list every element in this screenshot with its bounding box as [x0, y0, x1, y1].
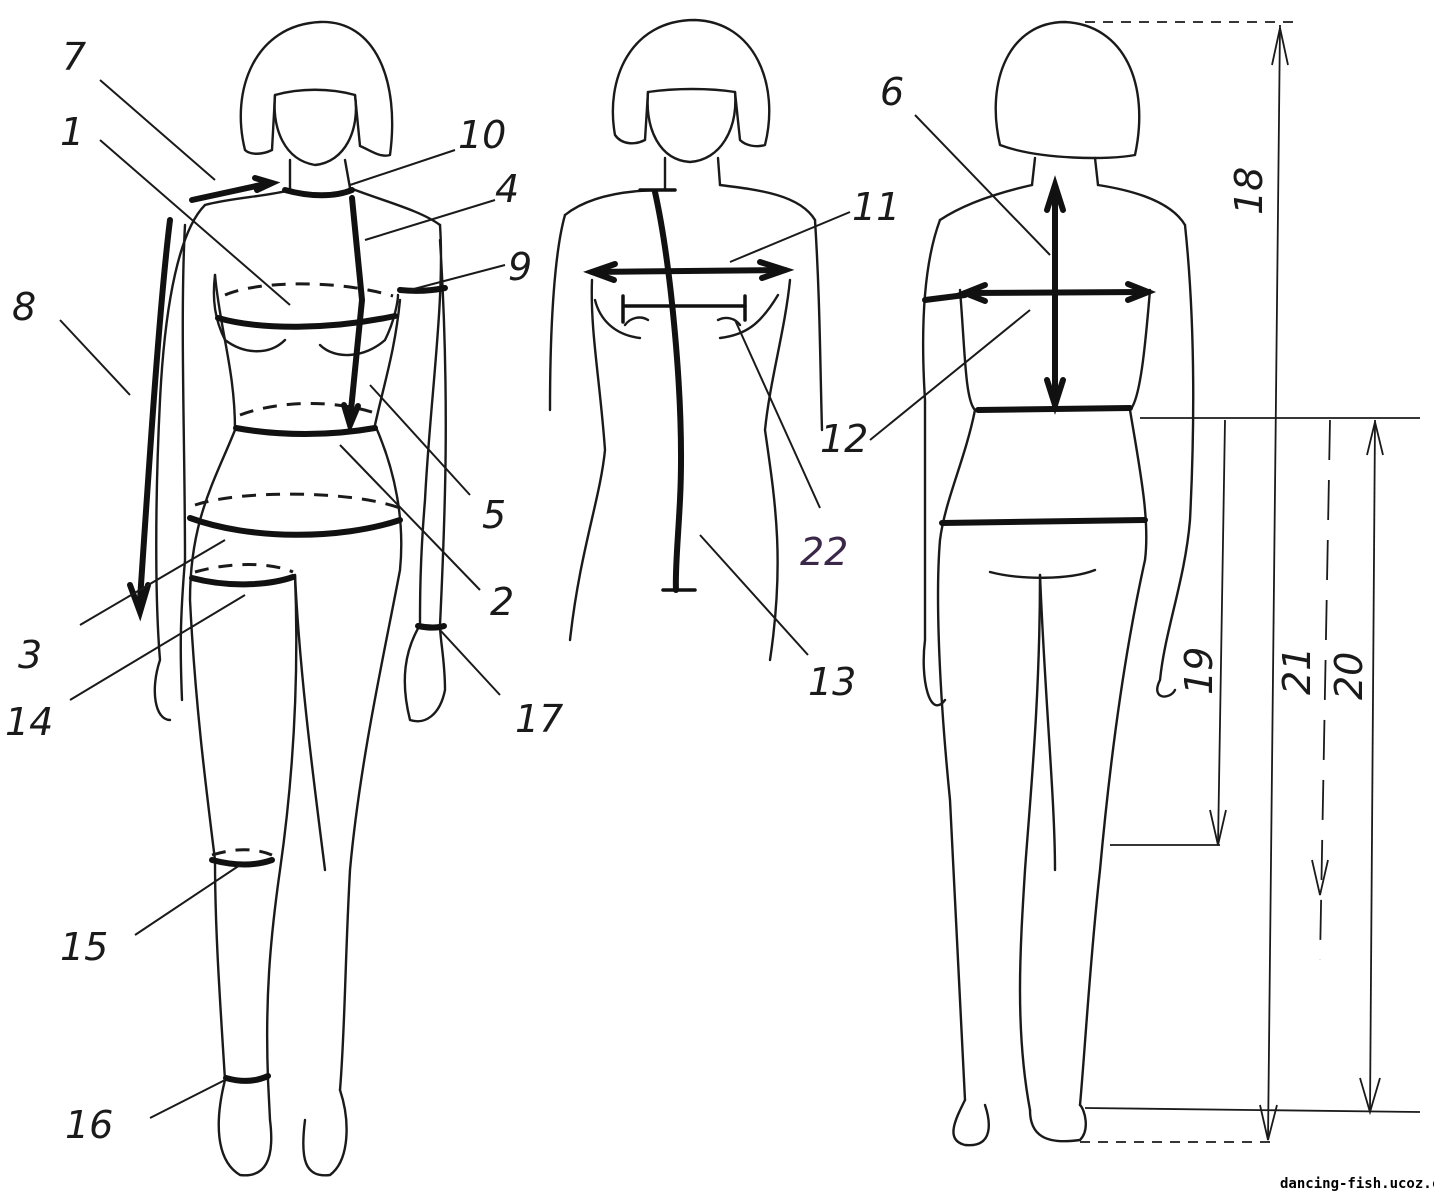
label-16: 16 [65, 1103, 113, 1147]
front-upper-figure [548, 18, 851, 662]
bust-band [215, 313, 398, 330]
bust-width-line [589, 267, 788, 275]
back-hip-band [939, 517, 1148, 526]
watermark: dancing-fish.ucoz.com [1280, 1176, 1434, 1192]
label-10: 10 [458, 113, 506, 157]
label-15: 15 [60, 925, 108, 969]
label-6: 6 [880, 70, 904, 114]
label-7: 7 [62, 35, 86, 79]
front-figure [59, 20, 506, 1177]
label-5: 5 [482, 493, 506, 537]
label-19: 19 [1177, 647, 1221, 695]
upper-arm-band [397, 285, 448, 294]
label-22: 22 [800, 530, 848, 574]
knee-band [209, 857, 275, 868]
waist-band [233, 425, 378, 437]
label-1: 1 [60, 110, 84, 154]
back-figure [869, 20, 1421, 1147]
label-9: 9 [508, 245, 532, 289]
wrist-band [415, 623, 447, 631]
label-21: 21 [1275, 647, 1319, 695]
label-18: 18 [1227, 167, 1271, 215]
label-2: 2 [490, 580, 514, 624]
label-13: 13 [808, 660, 856, 704]
label-17: 17 [515, 697, 563, 741]
ankle-band [223, 1073, 271, 1084]
label-4: 4 [495, 167, 519, 211]
label-11: 11 [852, 185, 900, 229]
back-upper-arm-band [922, 292, 968, 303]
label-3: 3 [18, 633, 42, 677]
label-12: 12 [820, 417, 868, 461]
neck-band [282, 187, 355, 199]
label-14: 14 [5, 700, 53, 744]
label-20: 20 [1327, 652, 1371, 700]
label-8: 8 [12, 285, 36, 329]
thigh-band [189, 574, 296, 588]
hip-band [187, 515, 403, 538]
